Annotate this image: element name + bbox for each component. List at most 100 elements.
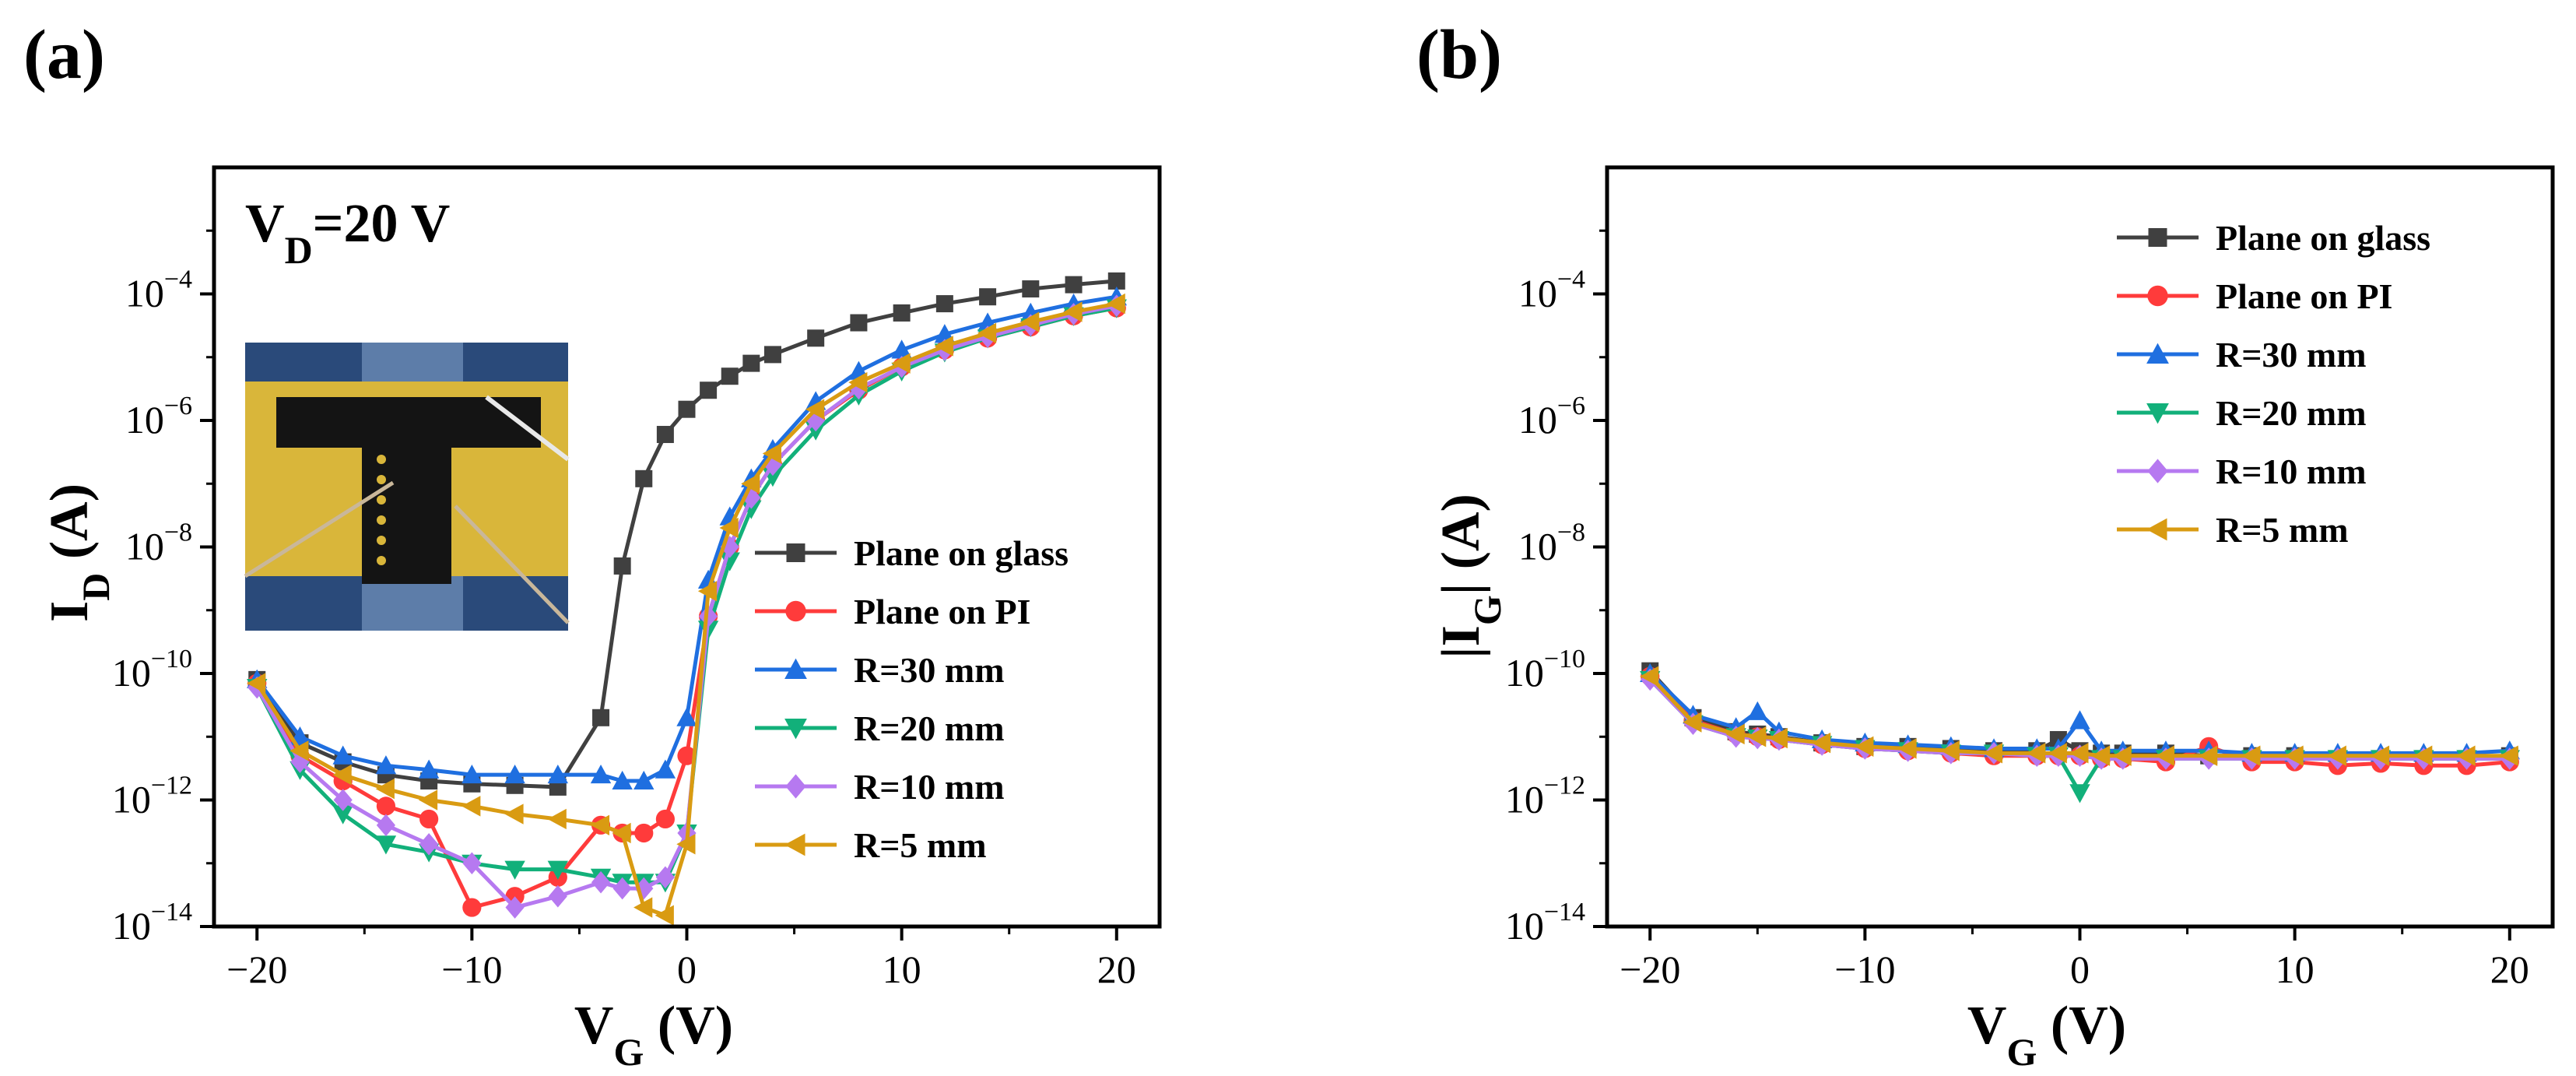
data-point — [333, 789, 353, 811]
legend-marker — [785, 774, 806, 799]
data-point — [935, 295, 953, 313]
legend-marker — [784, 833, 805, 856]
x-axis-title-a: VG (V) — [574, 996, 733, 1074]
y-tick-label: 10−14 — [112, 898, 192, 948]
legend-item-plane-on-pi: Plane on PI — [2117, 276, 2392, 316]
data-point — [591, 870, 611, 894]
inset-photo — [244, 343, 570, 631]
data-point — [332, 745, 353, 765]
data-point — [462, 796, 481, 817]
plot-frame-b — [1605, 165, 2555, 929]
y-tick-label: 10−6 — [125, 392, 192, 441]
data-point — [612, 770, 633, 790]
data-point — [697, 581, 718, 602]
data-point — [504, 803, 524, 825]
data-point — [548, 884, 567, 908]
data-point — [418, 789, 438, 811]
data-point — [504, 860, 525, 880]
legend-label: R=30 mm — [854, 650, 1005, 690]
photo-probe — [454, 505, 570, 624]
legend-marker — [2147, 285, 2168, 307]
data-point — [634, 823, 654, 843]
data-point — [1811, 732, 1831, 754]
data-point — [1106, 293, 1125, 315]
legend-marker — [2146, 343, 2169, 364]
data-point — [893, 304, 911, 322]
x-tick-label: −10 — [1834, 948, 1895, 991]
series-r-5-mm — [247, 293, 1125, 926]
data-point — [678, 400, 696, 418]
data-point — [633, 897, 653, 918]
data-point — [934, 336, 953, 357]
y-tick-label: 10−12 — [1505, 772, 1585, 821]
data-point — [2069, 784, 2090, 803]
data-point — [1940, 740, 1960, 761]
data-point — [613, 557, 631, 575]
data-point — [2027, 743, 2046, 764]
chart-panel-b: −20 −10 0 10 20 10−14 10−12 10−10 10−8 10−6 10−4 V… — [1431, 165, 2555, 1074]
photo-pad — [377, 556, 386, 565]
data-point — [2090, 745, 2111, 766]
data-point — [633, 770, 655, 790]
data-point — [655, 759, 676, 779]
data-point — [720, 536, 739, 558]
x-tick-label: 10 — [883, 948, 921, 991]
legend-item-r-20-mm: R=20 mm — [2117, 393, 2367, 433]
data-point — [2284, 745, 2304, 766]
data-point — [547, 764, 569, 784]
legend-label: R=5 mm — [2216, 510, 2349, 550]
data-point — [332, 764, 352, 786]
data-point — [247, 673, 266, 694]
photo-electrode-stem — [362, 436, 451, 584]
legend-label: Plane on PI — [2216, 276, 2392, 316]
y-tick-label: 10−8 — [1518, 519, 1585, 568]
data-point — [419, 832, 439, 856]
data-point — [1983, 743, 2003, 764]
y-tick-label: 10−8 — [125, 519, 192, 568]
legend-label: R=30 mm — [2216, 335, 2367, 374]
data-point — [2198, 745, 2218, 766]
data-point — [1747, 701, 1768, 720]
legend-label: R=10 mm — [854, 767, 1005, 807]
data-point — [719, 517, 739, 539]
legend-a: Plane on glass Plane on PI R=30 mm R=20 mm R… — [755, 533, 1069, 865]
data-point — [891, 353, 911, 374]
data-point — [592, 709, 610, 726]
y-tick-label: 10−14 — [1505, 898, 1585, 948]
y-axis-title-a: ID (A) — [40, 483, 118, 622]
data-point — [1107, 272, 1125, 290]
data-point — [2112, 745, 2132, 766]
data-point — [462, 898, 482, 917]
legend-label: R=20 mm — [2216, 393, 2367, 433]
x-tick-label: 10 — [2276, 948, 2315, 991]
data-point — [2069, 743, 2089, 764]
data-point — [1768, 727, 1788, 749]
data-point — [1065, 276, 1083, 294]
x-tick-label: 0 — [2070, 948, 2090, 991]
data-point — [419, 809, 439, 829]
data-point — [891, 339, 912, 359]
data-point — [676, 707, 697, 726]
y-tick-label: 10−12 — [112, 772, 192, 821]
y-axis-title-b: |IG| (A) — [1431, 494, 1509, 659]
y-tick-label: 10−4 — [1518, 265, 1585, 315]
x-tick-label: 20 — [2490, 948, 2529, 991]
data-point — [1683, 712, 1702, 733]
axis-ticks-b: −20 −10 0 10 20 10−14 10−12 10−10 10−8 10−6 10−4 — [1505, 229, 2529, 991]
data-point — [2155, 745, 2174, 766]
data-point — [462, 764, 483, 784]
legend-marker — [2148, 228, 2167, 247]
y-tick-label: 10−4 — [125, 265, 192, 315]
x-axis-title-b: VG (V) — [1967, 996, 2126, 1074]
data-point — [1855, 736, 1874, 758]
data-point — [462, 852, 482, 875]
data-point — [332, 805, 353, 825]
y-tick-label: 10−10 — [112, 645, 192, 694]
data-point — [504, 764, 525, 784]
legend-marker — [784, 658, 807, 679]
data-point — [2069, 710, 2090, 730]
data-point — [763, 346, 781, 364]
data-point — [418, 759, 440, 779]
photo-pad — [377, 515, 386, 525]
data-point — [2048, 743, 2067, 764]
